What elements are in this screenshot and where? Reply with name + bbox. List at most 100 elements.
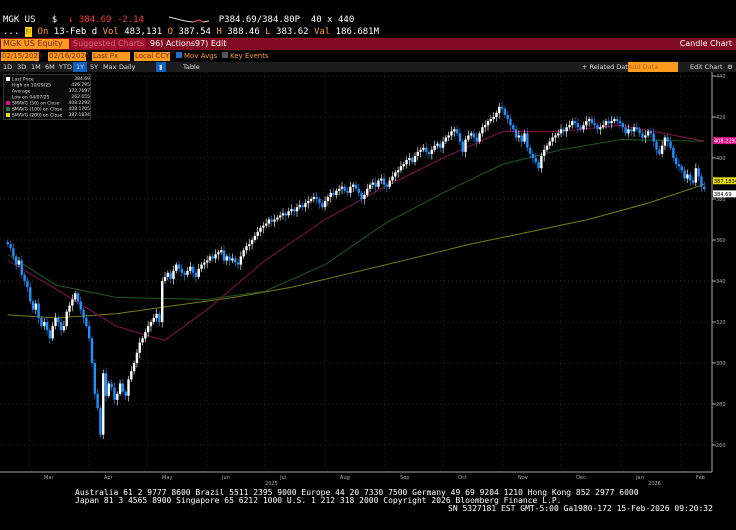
edit-chart-button[interactable]: Edit Chart bbox=[690, 63, 723, 71]
x-tick-label: May bbox=[162, 475, 172, 481]
candle-chart[interactable]: 260 280 300 320 340 360 380 400 420 440 Mar Apr May J… bbox=[0, 72, 736, 488]
candle bbox=[599, 127, 602, 130]
candle bbox=[458, 133, 462, 142]
mov-avgs-toggle[interactable]: Mov Avgs bbox=[176, 52, 217, 60]
candle bbox=[175, 264, 178, 271]
footer-line-3: SN 5327181 EST GMT-5:00 Ga1980-172 15-Fe… bbox=[448, 504, 713, 513]
candle bbox=[618, 121, 622, 124]
candle bbox=[621, 123, 625, 128]
candle bbox=[298, 205, 302, 208]
candle bbox=[444, 137, 448, 142]
range-1d[interactable]: 1D bbox=[3, 63, 13, 71]
candle bbox=[559, 129, 563, 134]
candle bbox=[590, 119, 594, 124]
range-bar: 1D 3D 1M 6M YTD 1Y 5Y Max Daily ▮ Table … bbox=[0, 62, 736, 72]
candle bbox=[273, 219, 276, 222]
quote-line: MGK US $ ↓ 384.69 -2.14 P384.69/384.80P … bbox=[3, 15, 354, 25]
candle bbox=[391, 176, 394, 181]
suggested-charts-dropdown[interactable]: Suggested Charts bbox=[71, 39, 147, 49]
security-field[interactable]: MGK US Equity bbox=[1, 39, 69, 49]
candle bbox=[652, 133, 655, 142]
range-6m[interactable]: 6M bbox=[45, 63, 55, 71]
candle bbox=[343, 186, 346, 191]
candle bbox=[472, 133, 476, 138]
candle bbox=[576, 123, 580, 128]
candle bbox=[630, 129, 633, 132]
checkbox-icon[interactable] bbox=[222, 52, 228, 58]
add-data-input[interactable]: Add Data bbox=[628, 62, 678, 72]
related-data-button[interactable]: + Related Data bbox=[582, 63, 632, 71]
candle bbox=[542, 149, 546, 156]
toolbar: 02/15/2025 02/16/2026 Last Px Local CCY … bbox=[0, 51, 736, 62]
range-3d[interactable]: 3D bbox=[17, 63, 27, 71]
candle bbox=[177, 264, 181, 269]
candle bbox=[163, 276, 167, 281]
candle bbox=[200, 264, 203, 269]
range-1y[interactable]: 1Y bbox=[73, 62, 88, 72]
range-max[interactable]: Max bbox=[103, 63, 117, 71]
legend-label: Low on 04/07/25 bbox=[12, 95, 50, 101]
actions-menu[interactable]: 96) Actions bbox=[150, 39, 196, 48]
candle bbox=[523, 133, 526, 142]
candle bbox=[683, 170, 686, 179]
candle bbox=[59, 322, 63, 331]
candle bbox=[287, 211, 290, 216]
range-1m[interactable]: 1M bbox=[31, 63, 41, 71]
candle bbox=[658, 149, 661, 154]
low: 383.62 bbox=[276, 27, 309, 37]
candle bbox=[85, 317, 88, 327]
candle bbox=[250, 240, 254, 245]
end-date-input[interactable]: 02/16/2026 bbox=[48, 52, 90, 61]
candle bbox=[197, 268, 200, 277]
candle bbox=[90, 338, 94, 363]
candle-chart-icon[interactable]: ▮ bbox=[156, 62, 166, 72]
frequency-select[interactable]: Daily bbox=[119, 63, 136, 71]
candle bbox=[9, 244, 12, 249]
candle bbox=[635, 127, 639, 130]
candle bbox=[447, 135, 450, 138]
candle bbox=[335, 190, 338, 195]
candle bbox=[439, 143, 442, 148]
candle bbox=[531, 153, 535, 158]
candle bbox=[290, 209, 293, 212]
candle bbox=[267, 219, 271, 224]
candle bbox=[669, 141, 672, 148]
currency-select[interactable]: Local CCY bbox=[134, 52, 170, 61]
candle bbox=[461, 141, 464, 152]
range-ytd[interactable]: YTD bbox=[59, 63, 72, 71]
candle bbox=[295, 207, 299, 212]
candle bbox=[40, 317, 43, 327]
table-button[interactable]: Table bbox=[183, 63, 200, 71]
candle bbox=[234, 258, 237, 263]
candle bbox=[520, 135, 523, 142]
candle bbox=[301, 205, 304, 208]
field-input[interactable]: Last Px bbox=[92, 52, 130, 61]
candle bbox=[489, 119, 493, 122]
candle bbox=[264, 223, 268, 226]
window-title: Candle Chart bbox=[679, 39, 732, 48]
candle bbox=[242, 250, 245, 257]
legend-value: 408.2292 bbox=[68, 101, 90, 106]
candle bbox=[76, 293, 80, 302]
candle bbox=[554, 135, 557, 138]
candle bbox=[203, 262, 206, 265]
edit-menu[interactable]: 97) Edit bbox=[195, 39, 227, 48]
candle bbox=[309, 199, 313, 202]
legend-value: 408.1705 bbox=[68, 107, 90, 112]
candle bbox=[211, 256, 214, 259]
range-5y[interactable]: 5Y bbox=[90, 63, 99, 71]
checkbox-icon[interactable] bbox=[176, 52, 182, 58]
y-tick-label: 420 bbox=[716, 115, 726, 121]
alert-icon[interactable]: ⚐ bbox=[24, 27, 33, 37]
settings-gear-icon[interactable]: ⚙ bbox=[727, 63, 733, 71]
key-events-toggle[interactable]: Key Events bbox=[222, 52, 269, 60]
candle bbox=[601, 125, 605, 128]
sma50-line bbox=[7, 124, 705, 341]
high-label: H bbox=[216, 27, 222, 37]
candle bbox=[587, 119, 591, 122]
candle bbox=[239, 256, 243, 265]
start-date-input[interactable]: 02/15/2025 bbox=[1, 52, 43, 61]
last-price-tag: 384.69 bbox=[714, 192, 732, 198]
candle bbox=[304, 203, 307, 208]
legend-item: SMAVG (50) on Close 408.2292 bbox=[6, 101, 90, 107]
